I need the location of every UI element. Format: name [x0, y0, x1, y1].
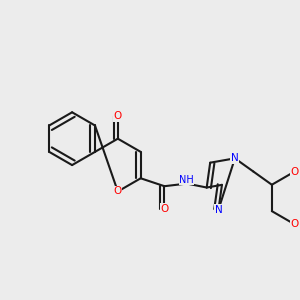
- Text: O: O: [114, 111, 122, 121]
- Text: O: O: [114, 187, 122, 196]
- Text: NH: NH: [179, 175, 194, 185]
- Text: O: O: [291, 167, 299, 176]
- Text: N: N: [231, 153, 239, 163]
- Text: O: O: [160, 204, 169, 214]
- Text: N: N: [214, 205, 222, 215]
- Text: O: O: [291, 219, 299, 229]
